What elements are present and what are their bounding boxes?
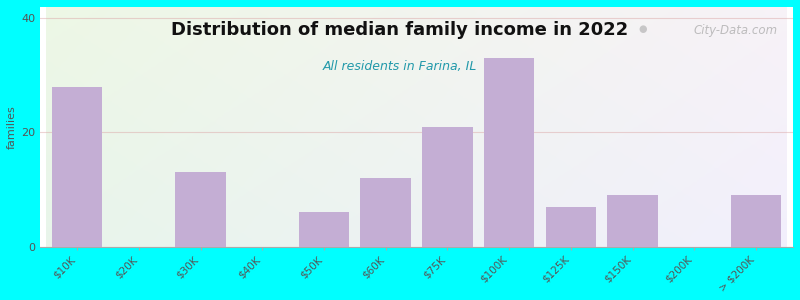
- Text: City-Data.com: City-Data.com: [694, 24, 778, 37]
- Bar: [52, 87, 102, 247]
- Bar: [298, 212, 350, 247]
- Text: All residents in Farina, IL: All residents in Farina, IL: [323, 60, 477, 73]
- Bar: [361, 178, 411, 247]
- Text: ●: ●: [638, 24, 647, 34]
- Bar: [730, 195, 782, 247]
- Bar: [546, 207, 596, 247]
- Text: Distribution of median family income in 2022: Distribution of median family income in …: [171, 21, 629, 39]
- Bar: [607, 195, 658, 247]
- Bar: [175, 172, 226, 247]
- Bar: [422, 127, 473, 247]
- Y-axis label: families: families: [7, 105, 17, 148]
- Bar: [484, 58, 534, 247]
